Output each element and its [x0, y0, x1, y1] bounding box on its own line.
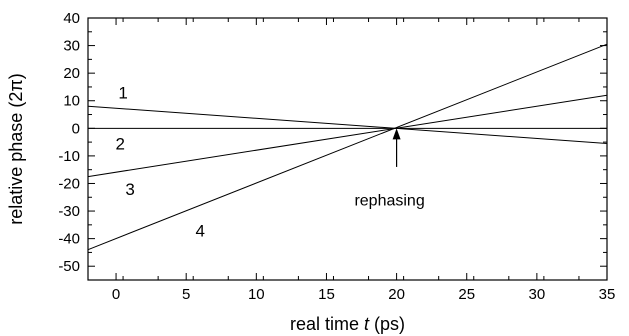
series-line-4	[87, 43, 608, 251]
y-tick-label: -40	[58, 231, 80, 248]
series-line-1	[87, 105, 608, 144]
axis-ticks: 0 5 10 15 20 25 30 35 -50 -40 -30 -20 -10 0 10 20 30 40	[58, 10, 615, 303]
y-tick-label: 10	[63, 93, 80, 110]
plot-frame	[87, 17, 608, 281]
series-line-3	[87, 94, 608, 178]
y-tick-label: -30	[58, 203, 80, 220]
x-tick-label: 20	[388, 286, 405, 303]
x-tick-label: 35	[599, 286, 616, 303]
x-tick-label: 5	[182, 286, 190, 303]
annotations: rephasing	[354, 128, 425, 210]
x-tick-label: 30	[529, 286, 546, 303]
x-axis-title: real time t (ps)	[290, 314, 405, 334]
y-tick-label: 20	[63, 65, 80, 82]
y-tick-label: 30	[63, 38, 80, 55]
x-tick-label: 0	[112, 286, 120, 303]
y-tick-label: -10	[58, 148, 80, 165]
y-tick-label: 0	[72, 120, 80, 137]
annotation-rephasing: rephasing	[354, 193, 424, 210]
x-tick-label: 25	[458, 286, 475, 303]
series-lines	[87, 43, 608, 251]
y-tick-label: 40	[63, 10, 80, 27]
series-label-2: 2	[116, 134, 125, 153]
y-tick-label: -20	[58, 175, 80, 192]
x-tick-label: 15	[318, 286, 335, 303]
y-axis-title: relative phase (2π)	[6, 73, 26, 225]
y-tick-label: -50	[58, 258, 80, 275]
x-tick-label: 10	[248, 286, 265, 303]
series-labels: 1 2 3 4	[116, 83, 205, 240]
series-label-4: 4	[195, 221, 204, 240]
series-label-1: 1	[118, 83, 127, 102]
arrow-head	[392, 128, 401, 140]
series-label-3: 3	[125, 180, 134, 199]
